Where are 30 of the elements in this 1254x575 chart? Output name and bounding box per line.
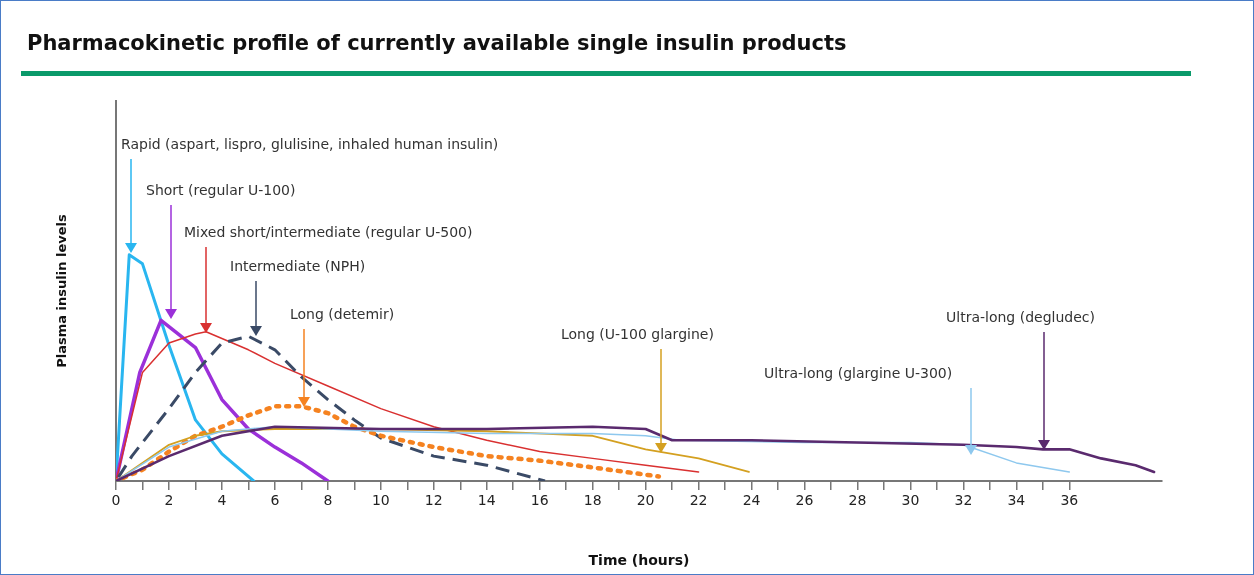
x-tick-label: 20 xyxy=(636,492,655,509)
y-axis-title: Plasma insulin levels xyxy=(54,214,70,368)
x-tick-label: 4 xyxy=(217,492,227,509)
x-tick-label: 24 xyxy=(742,492,761,509)
x-tick-label: 14 xyxy=(477,492,496,509)
annotation: Ultra-long (glargine U-300) xyxy=(764,365,953,381)
chart-title: Pharmacokinetic profile of currently available single insulin products xyxy=(27,31,847,55)
x-axis-title: Time (hours) xyxy=(588,552,690,569)
x-tick-label: 0 xyxy=(111,492,121,509)
x-tick-label: 36 xyxy=(1060,492,1079,509)
x-tick-label: 18 xyxy=(583,492,602,509)
x-tick-label: 6 xyxy=(270,492,280,509)
annotation: Intermediate (NPH) xyxy=(230,258,366,274)
annotation: Ultra-long (degludec) xyxy=(946,309,1095,325)
x-tick-label: 34 xyxy=(1007,492,1026,509)
x-tick-label: 8 xyxy=(323,492,333,509)
x-tick-label: 22 xyxy=(689,492,708,509)
text: Rapid (aspart, lispro, glulisine, inhaled human insulin) xyxy=(121,136,499,152)
x-tick-label: 16 xyxy=(530,492,549,509)
annotation: Long (detemir) xyxy=(290,306,395,322)
annotation: Long (U-100 glargine) xyxy=(561,326,714,342)
text: Mixed short/intermediate (regular U-500) xyxy=(184,224,473,240)
x-tick-label: 30 xyxy=(901,492,920,509)
x-tick-label: 32 xyxy=(954,492,973,509)
x-tick-label: 28 xyxy=(848,492,867,509)
text: Short (regular U-100) xyxy=(146,182,296,198)
x-tick-label: 12 xyxy=(424,492,443,509)
x-tick-label: 2 xyxy=(164,492,174,509)
x-tick-label: 10 xyxy=(371,492,390,509)
x-tick-label: 26 xyxy=(795,492,814,509)
